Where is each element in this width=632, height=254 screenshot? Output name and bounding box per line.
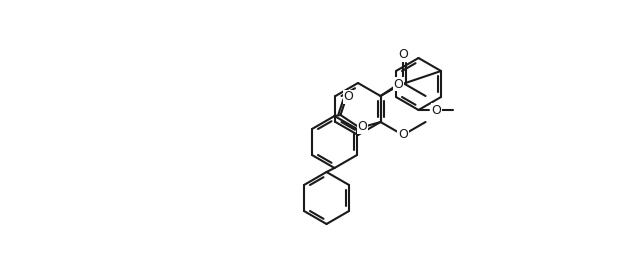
Text: O: O [398, 49, 408, 61]
Text: O: O [394, 77, 403, 90]
Text: O: O [398, 129, 408, 141]
Text: O: O [344, 90, 353, 103]
Text: O: O [432, 103, 442, 117]
Text: O: O [358, 120, 367, 134]
